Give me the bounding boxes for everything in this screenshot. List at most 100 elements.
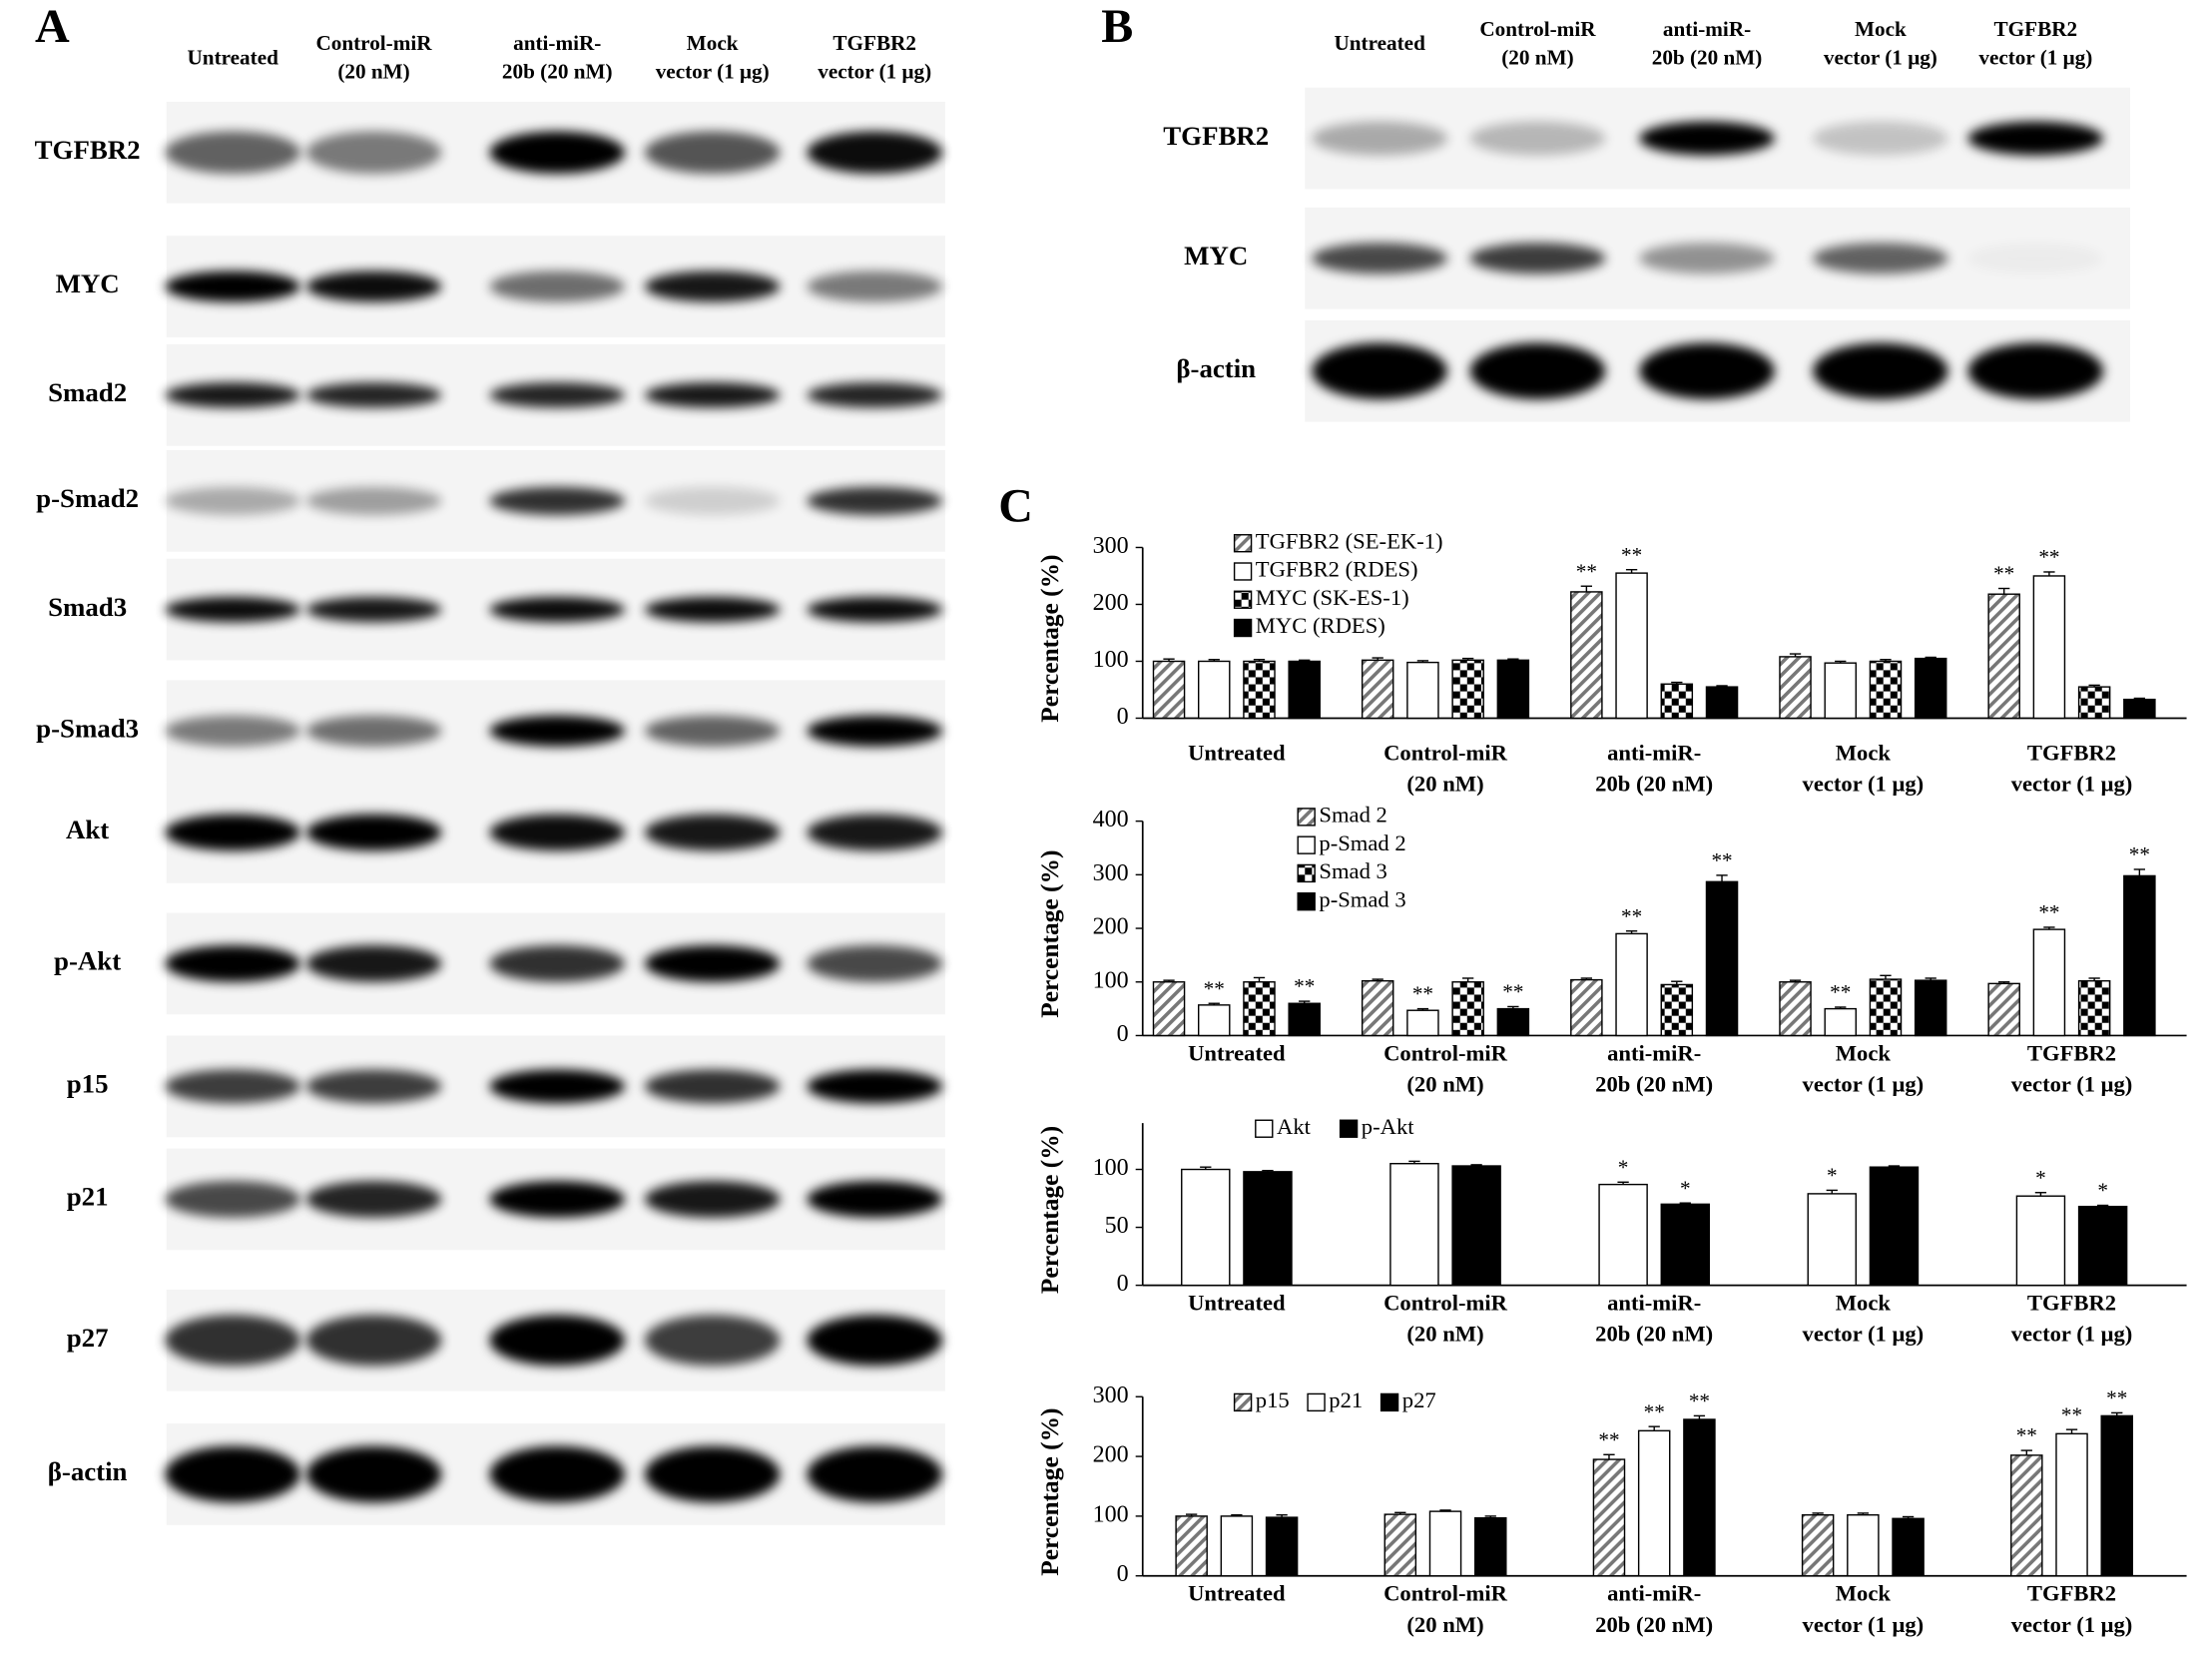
bar bbox=[1451, 659, 1484, 720]
band bbox=[807, 945, 943, 982]
band bbox=[305, 1181, 442, 1218]
band bbox=[644, 1315, 781, 1367]
bar bbox=[1824, 1007, 1857, 1037]
band bbox=[489, 1069, 626, 1104]
row-label: p-Akt bbox=[54, 946, 121, 976]
significance: ** bbox=[1576, 559, 1597, 583]
bar bbox=[1987, 593, 2020, 720]
x-tick-label: vector (1 μg) bbox=[2011, 1072, 2133, 1097]
row-label: β-actin bbox=[48, 1456, 128, 1486]
error-bar bbox=[2020, 1449, 2032, 1455]
bar bbox=[1243, 660, 1276, 720]
bar bbox=[2032, 928, 2066, 1037]
bar bbox=[1683, 1418, 1716, 1577]
row-label: β-actin bbox=[1176, 353, 1256, 383]
x-tick-label: Untreated bbox=[1188, 1581, 1286, 1606]
error-bar bbox=[2133, 697, 2146, 700]
band bbox=[1639, 243, 1775, 275]
row-label: p-Smad2 bbox=[36, 483, 139, 513]
bar bbox=[1181, 1168, 1231, 1287]
error-bar bbox=[1262, 1169, 1274, 1172]
band bbox=[807, 814, 943, 851]
error-bar bbox=[1625, 930, 1638, 934]
band bbox=[305, 486, 442, 515]
band bbox=[305, 1069, 442, 1104]
legend-label: p-Akt bbox=[1362, 1114, 1414, 1139]
x-tick-label: Mock bbox=[1836, 1581, 1892, 1606]
bar bbox=[1406, 661, 1439, 720]
row-label: TGFBR2 bbox=[35, 135, 141, 165]
bar bbox=[2055, 1432, 2088, 1577]
significance: ** bbox=[1502, 980, 1523, 1004]
error-bar bbox=[1416, 660, 1429, 663]
bar bbox=[1198, 1004, 1231, 1037]
legend-swatch bbox=[1339, 1119, 1359, 1138]
bar bbox=[1869, 978, 1903, 1037]
legend-swatch bbox=[1233, 562, 1253, 581]
band bbox=[1639, 342, 1775, 400]
error-bar bbox=[1925, 656, 1936, 659]
band bbox=[165, 1315, 301, 1367]
significance: * bbox=[1680, 1176, 1691, 1200]
significance: ** bbox=[1412, 982, 1433, 1006]
significance: ** bbox=[1621, 543, 1642, 567]
x-tick-label: Control-miR bbox=[1383, 1291, 1508, 1316]
error-bar bbox=[1163, 979, 1175, 982]
bar bbox=[1152, 660, 1186, 720]
band bbox=[305, 131, 442, 174]
bar bbox=[2077, 979, 2111, 1037]
bar bbox=[1361, 659, 1394, 720]
band bbox=[807, 131, 943, 174]
band bbox=[1813, 342, 1948, 400]
bar bbox=[1406, 1009, 1439, 1037]
row-label: TGFBR2 bbox=[1163, 121, 1269, 151]
band bbox=[1967, 342, 2104, 400]
band bbox=[305, 814, 442, 851]
band bbox=[489, 596, 626, 623]
bar bbox=[2123, 874, 2156, 1037]
bar bbox=[1361, 979, 1394, 1037]
error-bar bbox=[1461, 657, 1474, 661]
band bbox=[305, 715, 442, 747]
band bbox=[489, 814, 626, 851]
x-tick-label: Control-miR bbox=[1383, 740, 1508, 765]
x-tick-label: anti-miR- bbox=[1607, 740, 1701, 765]
error-bar bbox=[2043, 571, 2055, 576]
significance: ** bbox=[1644, 1399, 1665, 1423]
lane-header: Mock bbox=[687, 31, 739, 55]
panel-label: B bbox=[1101, 0, 1133, 53]
error-bar bbox=[1208, 1002, 1220, 1005]
lane-header: vector (1 μg) bbox=[818, 59, 931, 83]
error-bar bbox=[1835, 660, 1847, 664]
legend-label: TGFBR2 (SE-EK-1) bbox=[1256, 528, 1443, 553]
bar bbox=[1869, 1166, 1920, 1287]
legend-swatch bbox=[1233, 534, 1253, 553]
band bbox=[1968, 243, 2104, 274]
lane-header: vector (1 μg) bbox=[1824, 45, 1937, 69]
row-label: p-Smad3 bbox=[36, 713, 139, 743]
legend-swatch bbox=[1297, 808, 1316, 827]
band bbox=[1312, 243, 1448, 275]
error-bar bbox=[1835, 1006, 1847, 1009]
y-tick-label: 0 bbox=[1117, 704, 1129, 730]
legend-label: p-Smad 3 bbox=[1319, 886, 1405, 911]
error-bar bbox=[2088, 684, 2100, 688]
error-bar bbox=[1812, 1512, 1824, 1515]
panel-label: C bbox=[998, 480, 1033, 533]
x-tick-label: vector (1 μg) bbox=[2011, 1612, 2133, 1637]
error-bar bbox=[1857, 1512, 1870, 1515]
legend-swatch bbox=[1297, 892, 1316, 911]
band bbox=[165, 271, 301, 302]
error-bar bbox=[1163, 658, 1175, 662]
bar bbox=[2077, 686, 2111, 720]
error-bar bbox=[1716, 685, 1728, 688]
band bbox=[644, 715, 781, 747]
y-tick-label: 300 bbox=[1093, 533, 1129, 559]
x-tick-label: Untreated bbox=[1188, 1291, 1286, 1316]
lane-header: 20b (20 nM) bbox=[1652, 45, 1763, 69]
x-tick-label: anti-miR- bbox=[1607, 1581, 1701, 1606]
x-tick-label: 20b (20 nM) bbox=[1595, 771, 1713, 796]
bar bbox=[1779, 656, 1812, 720]
band bbox=[644, 1069, 781, 1104]
